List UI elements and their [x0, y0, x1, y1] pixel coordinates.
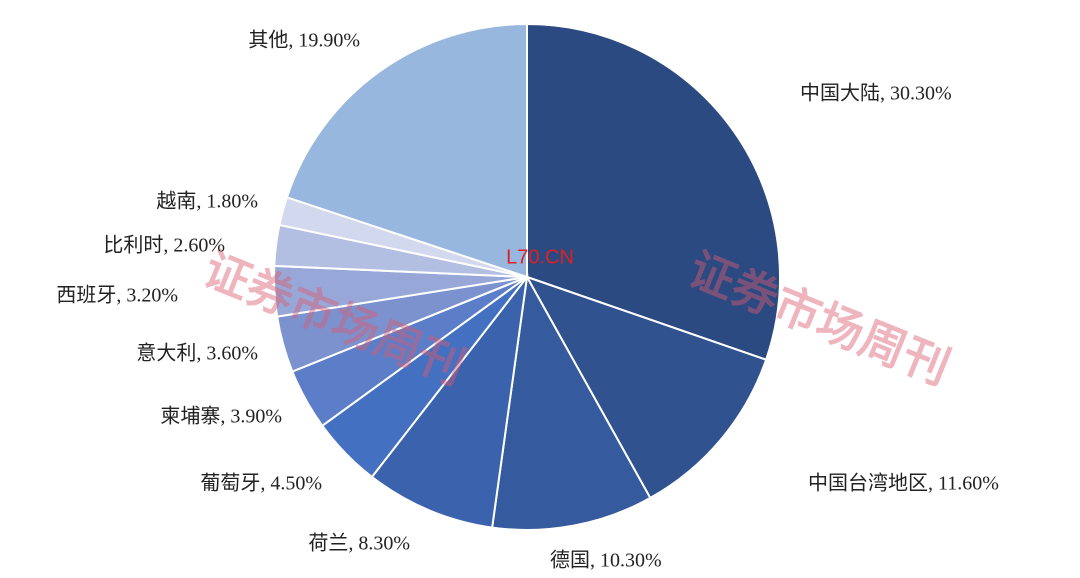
slice-label: 越南, 1.80%: [156, 190, 258, 213]
slice-label: 比利时, 2.60%: [103, 234, 225, 257]
slice: [526, 22, 781, 361]
slice-label: 葡萄牙, 4.50%: [200, 472, 322, 495]
slice-label: 其他, 19.90%: [248, 29, 360, 52]
slice: [524, 275, 768, 500]
slice-label: 意大利, 3.60%: [136, 342, 258, 365]
slice-label: 西班牙, 3.20%: [56, 284, 178, 307]
slice: [285, 22, 528, 279]
slice-label: 中国台湾地区, 11.60%: [808, 472, 999, 495]
site-mark: L70.CN: [506, 246, 574, 268]
slice-label: 中国大陆, 30.30%: [800, 82, 952, 105]
slice-label: 柬埔寨, 3.90%: [160, 405, 282, 428]
slice-label: 荷兰, 8.30%: [308, 532, 410, 555]
slice-label: 德国, 10.30%: [550, 549, 662, 572]
slice: [491, 273, 652, 531]
slice: [370, 273, 529, 529]
pie: [273, 22, 781, 531]
